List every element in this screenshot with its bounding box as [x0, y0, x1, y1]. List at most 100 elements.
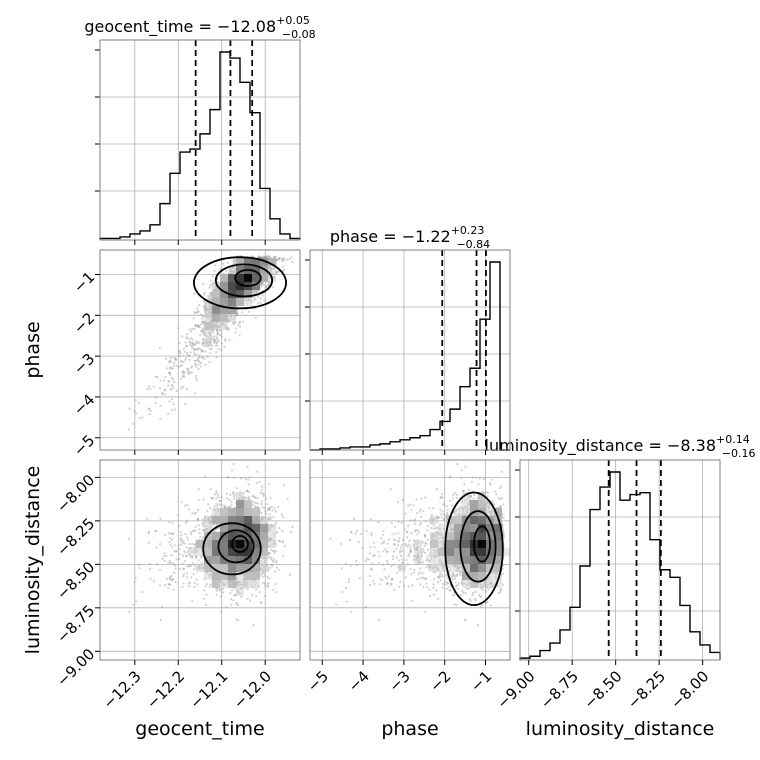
hist2d-geocent_time-phase-point: [172, 403, 175, 406]
hist2d-geocent_time-phase-point: [163, 389, 166, 392]
hist2d-geocent_time-luminosity_distance-point: [168, 577, 171, 580]
hist2d-geocent_time-luminosity_distance-point: [168, 540, 171, 544]
hist2d-geocent_time-phase-point: [188, 373, 191, 376]
hist2d-geocent_time-phase-point: [220, 333, 223, 336]
hist2d-geocent_time-luminosity_distance-point: [232, 599, 235, 602]
hist2d-geocent_time-phase-point: [177, 352, 180, 355]
hist2d-geocent_time-phase-point: [237, 323, 240, 326]
hist2d-geocent_time-phase-point: [214, 264, 217, 267]
hist-phase-frame: [309, 249, 511, 451]
hist2d-geocent_time-luminosity_distance-point: [230, 503, 233, 506]
hist2d-geocent_time-luminosity_distance-point: [216, 589, 219, 592]
hist2d-geocent_time-luminosity_distance-point: [171, 578, 175, 581]
hist2d-geocent_time-luminosity_distance-point: [173, 544, 176, 547]
hist2d-geocent_time-luminosity_distance-point: [275, 591, 278, 594]
hist2d-geocent_time-phase-point: [170, 384, 173, 387]
hist2d-geocent_time-luminosity_distance-point: [268, 512, 271, 516]
hist2d-geocent_time-phase-point: [175, 389, 178, 393]
hist2d-geocent_time-luminosity_distance-point: [245, 496, 248, 499]
hist2d-geocent_time-luminosity_distance-point: [198, 532, 201, 535]
hist2d-geocent_time-phase-point: [178, 350, 181, 353]
hist2d-geocent_time-phase-panel: [99, 249, 301, 451]
hist2d-geocent_time-luminosity_distance-point: [227, 498, 230, 501]
hist2d-geocent_time-luminosity_distance-point: [146, 518, 149, 521]
hist2d-geocent_time-phase-point: [185, 333, 189, 336]
hist2d-geocent_time-luminosity_distance-point: [172, 532, 175, 535]
hist2d-geocent_time-luminosity_distance-density-cell: [244, 580, 252, 588]
hist-luminosity_distance-frame: [519, 459, 721, 661]
hist2d-geocent_time-phase-point: [194, 359, 197, 362]
hist2d-geocent_time-luminosity_distance-point: [205, 593, 208, 596]
hist2d-geocent_time-phase-point: [261, 294, 264, 297]
hist2d-geocent_time-phase-point: [211, 329, 214, 332]
hist2d-geocent_time-luminosity_distance-point: [266, 503, 269, 506]
hist2d-geocent_time-phase-point: [195, 340, 198, 343]
hist2d-geocent_time-luminosity_distance-point: [197, 498, 200, 501]
hist2d-geocent_time-luminosity_distance-point: [269, 515, 272, 518]
hist2d-geocent_time-luminosity_distance-point: [193, 512, 196, 515]
hist2d-geocent_time-phase-point: [260, 285, 263, 288]
hist2d-geocent_time-phase-point: [187, 370, 190, 373]
hist2d-geocent_time-luminosity_distance-point: [223, 504, 226, 507]
hist2d-geocent_time-phase-point: [165, 357, 168, 360]
hist2d-geocent_time-luminosity_distance-point: [191, 511, 194, 515]
hist2d-geocent_time-phase-point: [185, 336, 188, 340]
hist2d-geocent_time-luminosity_distance-point: [255, 588, 258, 591]
hist2d-geocent_time-luminosity_distance-point: [260, 572, 263, 575]
hist2d-phase-luminosity_distance-point: [441, 586, 444, 589]
hist2d-geocent_time-luminosity_distance-point: [182, 582, 185, 585]
hist2d-geocent_time-phase-point: [282, 268, 286, 271]
hist2d-geocent_time-phase-point: [192, 348, 196, 351]
hist2d-geocent_time-phase-density-cell: [204, 314, 212, 322]
hist2d-geocent_time-luminosity_distance-point: [188, 542, 191, 546]
hist2d-geocent_time-luminosity_distance-point: [291, 525, 294, 529]
hist2d-geocent_time-luminosity_distance-point: [281, 541, 284, 544]
hist2d-geocent_time-phase-point: [193, 311, 196, 314]
hist2d-geocent_time-luminosity_distance-density-cell: [212, 508, 220, 516]
hist2d-geocent_time-phase-point: [184, 358, 187, 361]
hist2d-geocent_time-luminosity_distance-point: [184, 533, 187, 536]
hist-geocent_time-frame: [99, 39, 301, 241]
hist2d-geocent_time-luminosity_distance-point: [230, 500, 233, 503]
hist2d-geocent_time-phase-point: [252, 299, 255, 302]
hist2d-geocent_time-luminosity_distance-point: [282, 516, 285, 519]
hist2d-geocent_time-phase-point: [194, 363, 197, 366]
hist2d-geocent_time-luminosity_distance-point: [192, 567, 196, 571]
hist2d-geocent_time-luminosity_distance-point: [186, 576, 189, 579]
hist2d-geocent_time-luminosity_distance-point: [178, 557, 181, 561]
hist2d-geocent_time-phase-point: [286, 258, 289, 261]
hist2d-geocent_time-phase-point: [206, 355, 209, 358]
hist2d-geocent_time-luminosity_distance-density-cell: [212, 532, 220, 540]
hist2d-geocent_time-phase-point: [188, 328, 191, 331]
hist2d-geocent_time-phase-point: [133, 410, 136, 413]
hist2d-geocent_time-phase-point: [173, 362, 176, 365]
hist2d-geocent_time-luminosity_distance-point: [273, 507, 276, 510]
hist2d-geocent_time-luminosity_distance-point: [268, 517, 271, 521]
hist2d-geocent_time-phase-point: [141, 416, 144, 419]
hist2d-geocent_time-luminosity_distance-point: [201, 536, 205, 539]
hist2d-geocent_time-phase-density-cell: [220, 274, 228, 282]
hist2d-phase-luminosity_distance-point: [435, 488, 438, 491]
hist2d-geocent_time-luminosity_distance-point: [169, 544, 172, 547]
hist2d-geocent_time-phase-point: [215, 356, 218, 359]
hist2d-geocent_time-luminosity_distance-point: [215, 502, 218, 505]
hist2d-geocent_time-phase-point: [170, 409, 174, 412]
hist2d-geocent_time-phase-point: [186, 372, 190, 375]
hist2d-geocent_time-luminosity_distance-point: [187, 538, 190, 541]
hist2d-geocent_time-luminosity_distance-point: [183, 504, 186, 507]
hist2d-geocent_time-phase-density-cell: [204, 338, 212, 346]
hist2d-geocent_time-luminosity_distance-point: [194, 525, 197, 528]
hist2d-geocent_time-luminosity_distance-point: [252, 624, 255, 627]
hist2d-geocent_time-luminosity_distance-point: [218, 503, 221, 506]
title-luminosity-distance: luminosity_distance = −8.38+0.14 −0.16: [485, 433, 756, 460]
hist2d-geocent_time-phase-point: [199, 313, 202, 316]
hist2d-geocent_time-luminosity_distance-point: [179, 530, 182, 534]
hist2d-geocent_time-phase-point: [268, 283, 271, 286]
hist2d-geocent_time-luminosity_distance-point: [147, 541, 150, 544]
hist2d-geocent_time-luminosity_distance-point: [213, 505, 216, 508]
hist2d-geocent_time-phase-point: [212, 335, 215, 338]
hist2d-geocent_time-luminosity_distance-point: [190, 533, 193, 536]
hist2d-geocent_time-phase-point: [194, 324, 197, 327]
hist2d-geocent_time-luminosity_distance-point: [267, 483, 271, 486]
hist2d-geocent_time-luminosity_distance-point: [173, 564, 176, 567]
